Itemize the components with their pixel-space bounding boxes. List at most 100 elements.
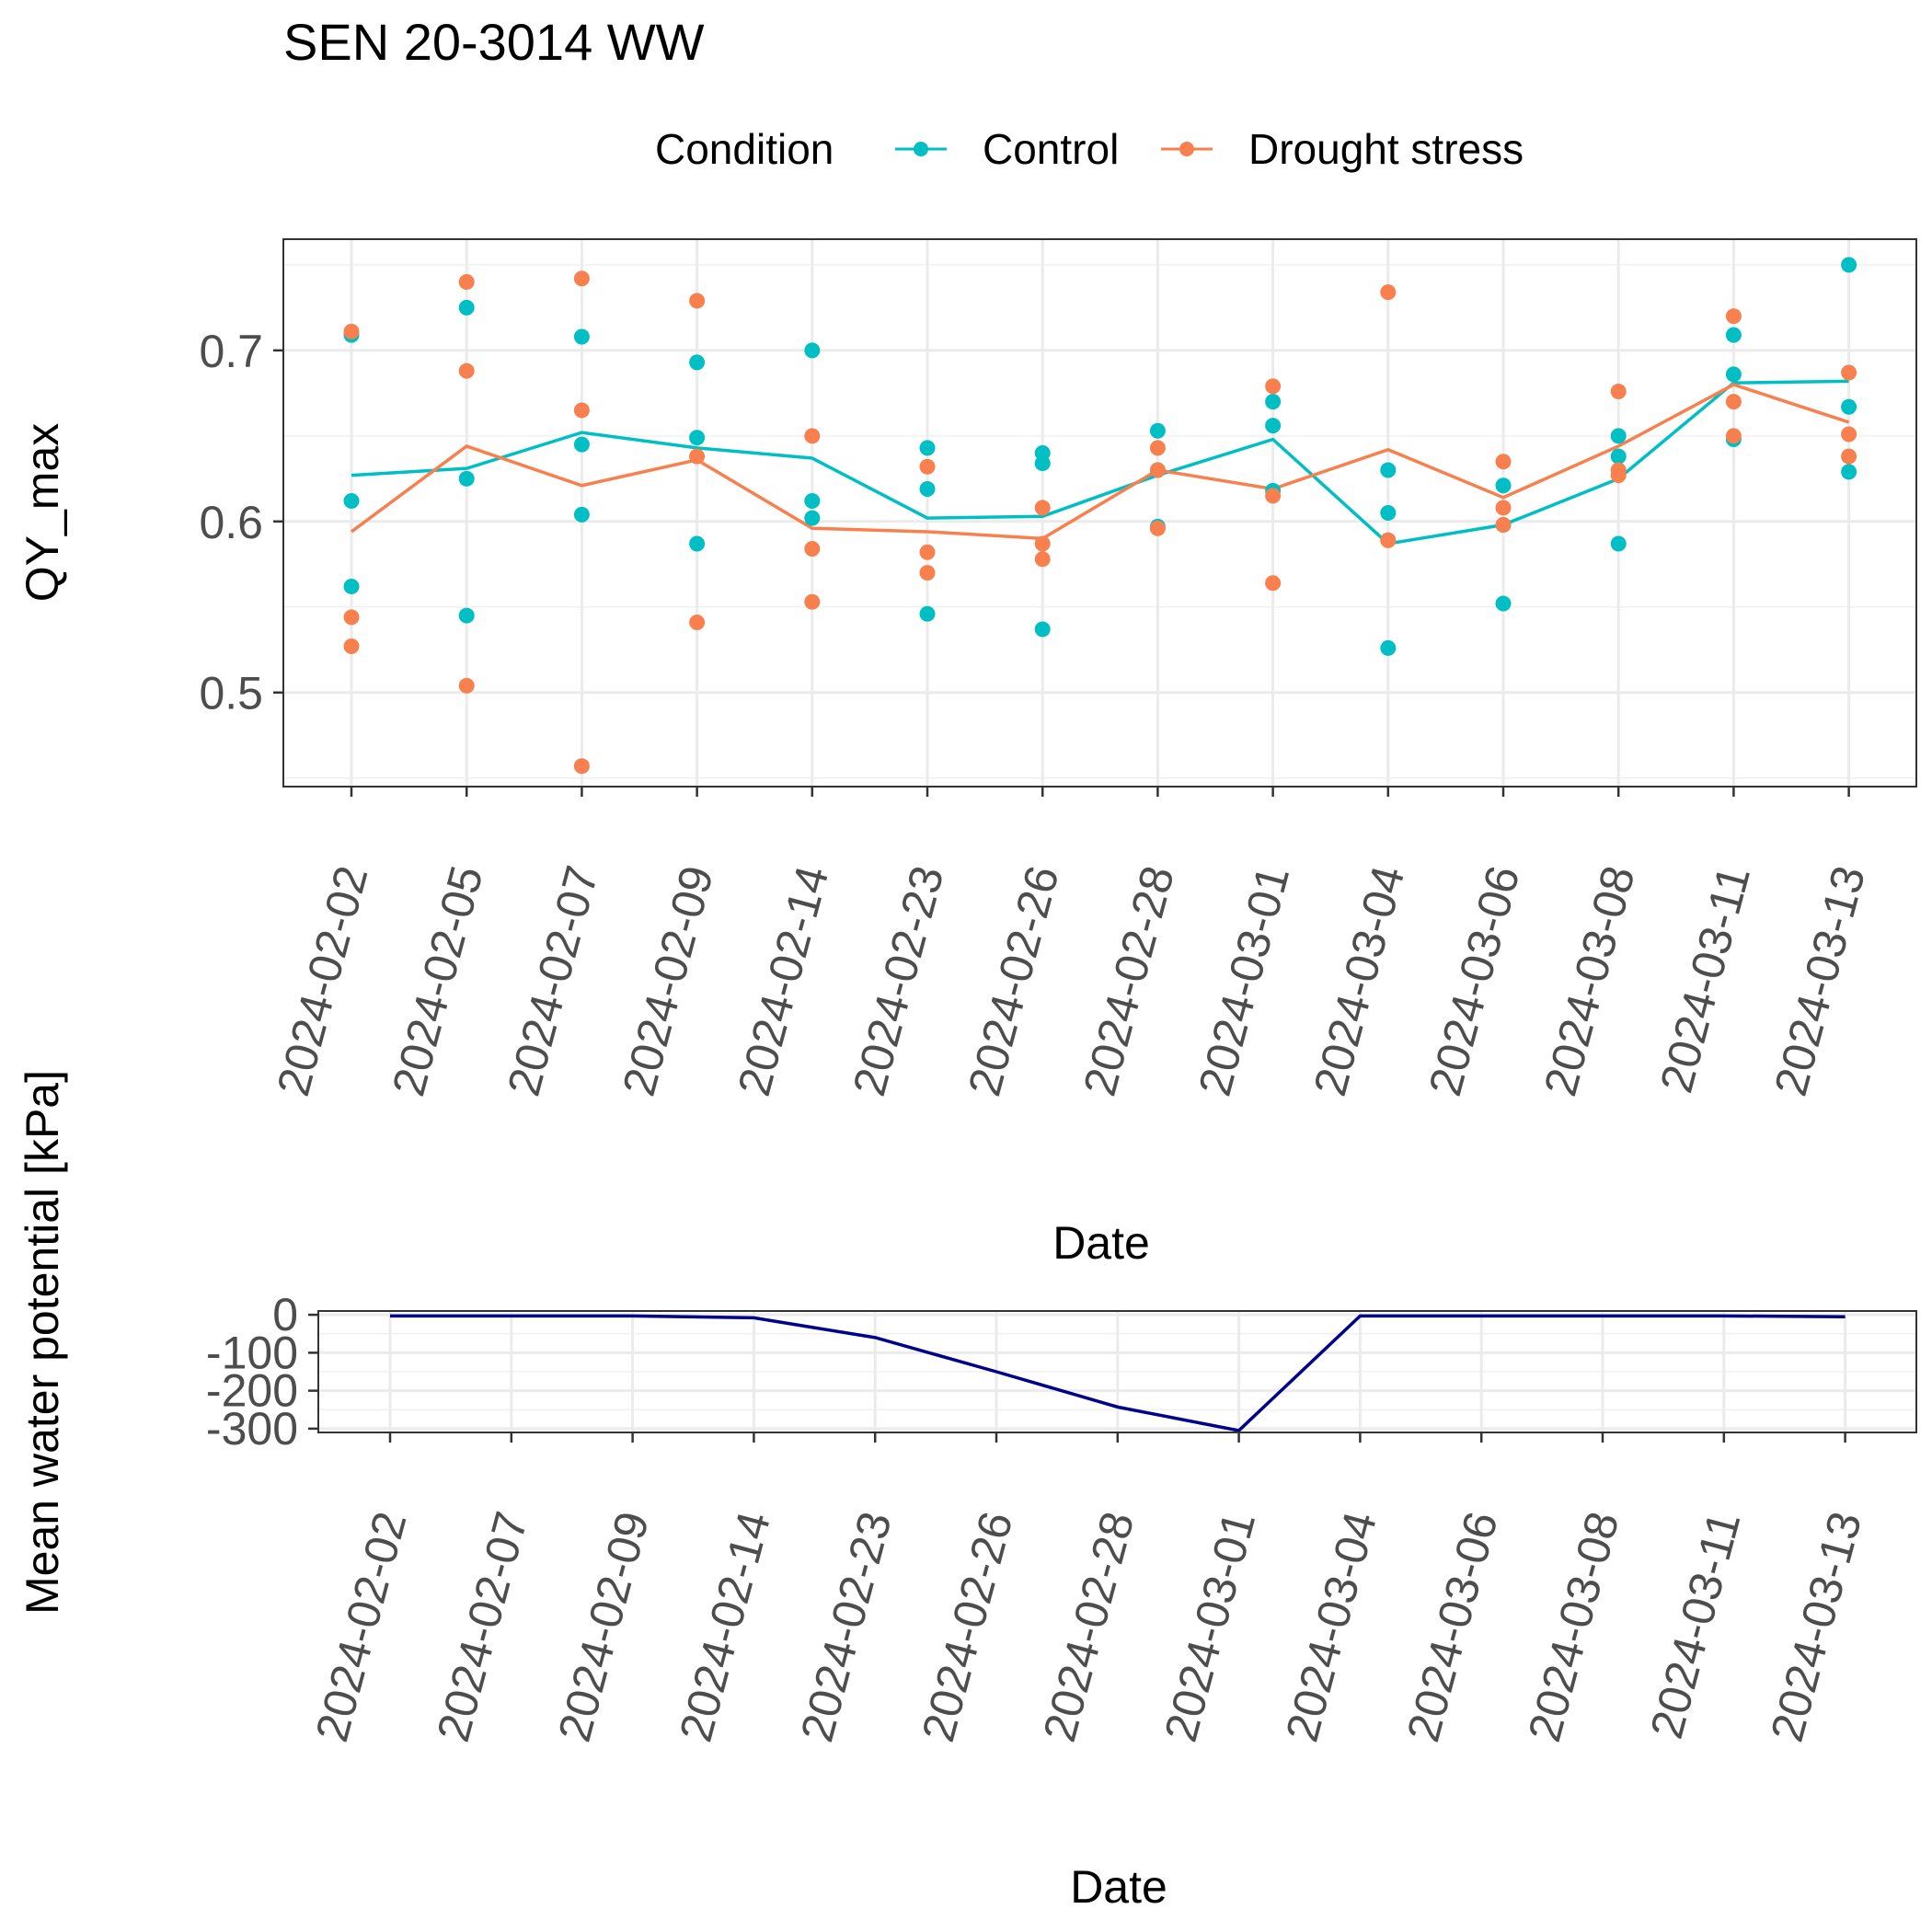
data-point-control [1034,621,1051,638]
data-point-control [343,492,360,509]
legend-label-drought-stress: Drought stress [1248,125,1524,173]
data-point-control [1380,639,1397,656]
data-point-drought-stress [1149,520,1166,536]
data-point-drought-stress [919,565,936,581]
data-point-control [1149,422,1166,439]
y-tick-label: 0 [272,1289,298,1340]
water-potential-line [390,1314,1846,1432]
x-axis-title: Date [1052,1217,1150,1269]
data-point-control [689,430,706,446]
x-tick-label: 2024-03-11 [1650,860,1760,1098]
data-point-control [804,492,821,509]
y-tick-label: 0.7 [199,326,263,377]
plot-background [283,239,1916,787]
plot-border [282,238,1917,788]
x-tick-label: 2024-03-11 [1640,1506,1750,1743]
legend: Condition Control Drought stress [655,125,1524,173]
data-point-control [1265,418,1282,434]
data-point-drought-stress [1380,284,1397,301]
data-point-drought-stress [458,677,475,694]
data-point-drought-stress [804,428,821,444]
data-point-control [458,607,475,624]
data-point-drought-stress [1725,394,1742,410]
data-point-control [573,506,590,523]
data-point-drought-stress [689,615,706,630]
data-point-drought-stress [1265,378,1282,395]
data-point-drought-stress [689,448,706,465]
data-point-drought-stress [1610,467,1627,484]
y-tick-label: 0.6 [199,497,263,548]
data-point-drought-stress [573,402,590,419]
data-point-drought-stress [343,609,360,626]
data-point-drought-stress [1495,500,1512,516]
legend-entry-control: Control [895,125,1119,173]
y-axis-title: QY_max [17,423,68,603]
x-tick-label: 2024-03-01 [1189,860,1299,1101]
data-point-drought-stress [458,362,475,379]
data-point-drought-stress [573,758,590,775]
data-point-control [1380,462,1397,478]
data-point-control [1610,535,1627,552]
data-point-control [689,535,706,552]
data-point-drought-stress [689,293,706,309]
data-point-drought-stress [1725,428,1742,444]
x-axis-title: Date [1070,1861,1167,1913]
x-tick-label: 2024-03-08 [1518,1506,1628,1747]
data-point-control [343,578,360,594]
x-tick-label: 2024-02-28 [1033,1506,1144,1747]
x-tick-label: 2024-02-23 [843,860,953,1101]
data-point-drought-stress [1380,532,1397,548]
legend-key-point-control [914,142,928,156]
x-tick-label: 2024-03-08 [1535,860,1645,1101]
mean-line-control [351,379,1849,546]
data-point-control [573,328,590,345]
data-point-control [689,354,706,371]
data-point-control [919,605,936,622]
chart-title: SEN 20-3014 WW [283,13,705,71]
x-tick-label: 2024-02-02 [267,860,377,1101]
data-point-control [1380,505,1397,521]
data-point-control [1610,448,1627,465]
x-tick-label: 2024-02-07 [498,860,608,1101]
data-point-drought-stress [1034,535,1051,552]
x-tick-label: 2024-03-13 [1761,1506,1871,1747]
x-tick-label: 2024-02-09 [613,860,723,1101]
x-tick-label: 2024-02-14 [728,860,838,1101]
data-point-drought-stress [573,270,590,287]
x-tick-label: 2024-02-14 [670,1506,780,1747]
data-point-drought-stress [343,323,360,339]
x-tick-label: 2024-03-06 [1397,1506,1508,1747]
y-tick-label: -200 [206,1365,298,1417]
data-point-control [1034,455,1051,472]
data-point-drought-stress [1034,500,1051,516]
data-point-drought-stress [1841,426,1857,443]
data-point-drought-stress [1495,454,1512,470]
x-tick-label: 2024-02-26 [912,1506,1022,1747]
data-point-control [804,342,821,359]
data-point-drought-stress [1265,575,1282,592]
data-point-control [1841,398,1857,415]
data-point-control [804,510,821,526]
data-point-control [1495,595,1512,612]
data-point-drought-stress [458,273,475,290]
data-point-control [1495,477,1512,494]
data-point-drought-stress [919,458,936,475]
data-point-control [919,440,936,456]
data-point-control [458,299,475,316]
data-point-control [573,436,590,453]
mean-line-drought-stress [350,383,1850,541]
data-point-drought-stress [1034,551,1051,568]
data-point-control [1265,394,1282,410]
data-point-control [1725,366,1742,383]
x-tick-label: 2024-03-13 [1765,860,1875,1101]
legend-entry-drought-stress: Drought stress [1161,125,1524,173]
data-point-drought-stress [1149,462,1166,478]
data-point-drought-stress [343,638,360,655]
data-point-drought-stress [1841,364,1857,381]
data-point-drought-stress [1610,383,1627,399]
y-tick-label: -300 [206,1403,298,1455]
x-tick-label: 2024-02-23 [791,1506,902,1747]
data-point-control [1725,327,1742,343]
